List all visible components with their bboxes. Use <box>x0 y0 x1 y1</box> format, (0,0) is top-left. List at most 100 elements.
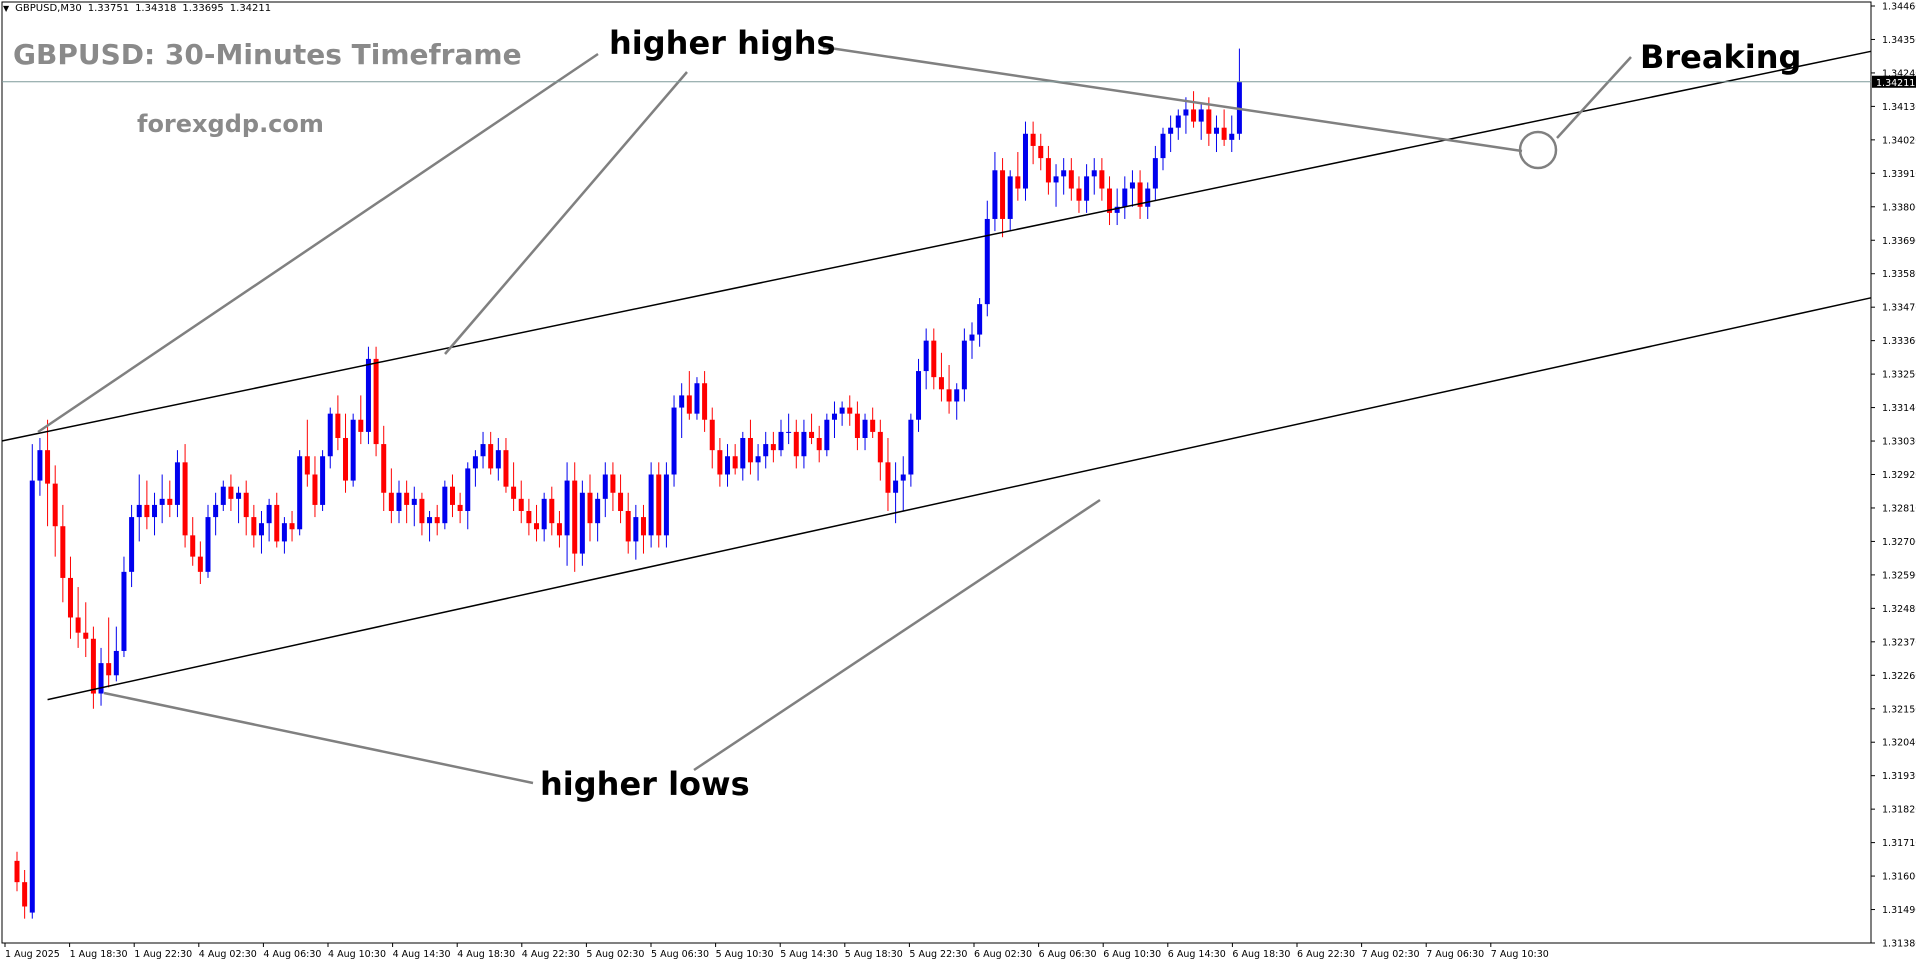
candle <box>366 347 371 444</box>
candle-body <box>542 499 547 529</box>
y-tick-label: 1.34460 <box>1882 2 1916 13</box>
candle-body <box>809 432 814 438</box>
candle-body <box>588 493 593 523</box>
candle-body <box>458 505 463 511</box>
candle-body <box>228 487 233 499</box>
candle-body <box>687 395 692 413</box>
header-dropdown-icon[interactable]: ▼ <box>3 4 9 13</box>
candle-body <box>679 395 684 407</box>
candle-body <box>30 481 35 913</box>
x-tick-label: 6 Aug 14:30 <box>1168 949 1226 960</box>
candle-body <box>473 456 478 468</box>
y-tick-label: 1.32590 <box>1882 570 1916 581</box>
candle-body <box>1222 128 1227 140</box>
candle-body <box>1031 134 1036 146</box>
candle-body <box>1015 176 1020 188</box>
candle-body <box>1214 128 1219 134</box>
candle <box>351 414 356 487</box>
y-tick-label: 1.34130 <box>1882 102 1916 113</box>
y-tick-label: 1.32810 <box>1882 503 1916 514</box>
x-tick-label: 4 Aug 10:30 <box>328 949 386 960</box>
candle-body <box>870 420 875 432</box>
candle-body <box>717 450 722 474</box>
y-tick-label: 1.31490 <box>1882 905 1916 916</box>
candle <box>694 377 699 420</box>
candle-body <box>572 481 577 554</box>
candle-body <box>144 505 149 517</box>
candle-body <box>1161 134 1166 158</box>
candle <box>656 462 661 547</box>
candle-body <box>1038 146 1043 158</box>
candle-body <box>970 335 975 341</box>
current-price-label: 1.34211 <box>1876 78 1915 89</box>
candle-body <box>1229 134 1234 140</box>
candle-body <box>855 414 860 438</box>
candle-body <box>251 517 256 535</box>
candle-body <box>939 377 944 389</box>
candle-body <box>748 438 753 462</box>
x-tick-label: 5 Aug 22:30 <box>909 949 967 960</box>
candle-body <box>1145 189 1150 207</box>
x-tick-label: 4 Aug 18:30 <box>457 949 515 960</box>
candle-body <box>549 499 554 523</box>
candle-body <box>53 484 58 527</box>
y-tick-label: 1.31930 <box>1882 771 1916 782</box>
y-tick-label: 1.33470 <box>1882 303 1916 314</box>
candle-body <box>557 523 562 535</box>
candle-body <box>1000 170 1005 219</box>
candle-body <box>1061 170 1066 176</box>
x-tick-label: 6 Aug 22:30 <box>1297 949 1355 960</box>
candle <box>649 462 654 547</box>
candle-body <box>297 456 302 529</box>
candle-body <box>175 462 180 505</box>
candle-body <box>534 523 539 529</box>
candle-body <box>1183 109 1188 115</box>
candle-body <box>274 505 279 542</box>
candle <box>672 395 677 486</box>
candle-body <box>427 517 432 523</box>
x-tick-label: 4 Aug 22:30 <box>522 949 580 960</box>
y-tick-label: 1.32700 <box>1882 537 1916 548</box>
candle-body <box>1023 134 1028 189</box>
candle-body <box>847 408 852 414</box>
candle-body <box>244 493 249 517</box>
candle-body <box>91 639 96 694</box>
candle <box>664 462 669 547</box>
candle-body <box>885 462 890 492</box>
y-tick-label: 1.33580 <box>1882 269 1916 280</box>
candle-body <box>366 359 371 432</box>
candle-body <box>183 462 188 535</box>
candle <box>580 481 585 566</box>
candle-body <box>152 505 157 517</box>
candle-body <box>626 511 631 541</box>
header-open: 1.33751 <box>88 3 129 14</box>
candle-body <box>83 633 88 639</box>
candle-body <box>580 493 585 554</box>
candle-body <box>511 487 516 499</box>
candle-body <box>335 414 340 438</box>
candle-body <box>526 511 531 523</box>
candle-body <box>419 499 424 523</box>
candle-body <box>908 420 913 475</box>
candle-body <box>121 572 126 651</box>
candle-body <box>817 438 822 450</box>
x-tick-label: 1 Aug 18:30 <box>70 949 128 960</box>
candle-body <box>137 505 142 517</box>
candle-body <box>610 475 615 493</box>
candle-body <box>15 861 20 882</box>
y-tick-label: 1.33690 <box>1882 236 1916 247</box>
candle-body <box>37 450 42 480</box>
candle-body <box>863 420 868 438</box>
candle-body <box>320 456 325 505</box>
higher-highs-label: higher highs <box>609 24 836 62</box>
candle-body <box>924 341 929 371</box>
candle-body <box>397 493 402 511</box>
breaking-label: Breaking <box>1640 38 1801 76</box>
x-tick-label: 7 Aug 06:30 <box>1426 949 1484 960</box>
candle-body <box>595 499 600 523</box>
x-tick-label: 5 Aug 18:30 <box>845 949 903 960</box>
header-low: 1.33695 <box>182 3 223 14</box>
y-tick-label: 1.32920 <box>1882 470 1916 481</box>
